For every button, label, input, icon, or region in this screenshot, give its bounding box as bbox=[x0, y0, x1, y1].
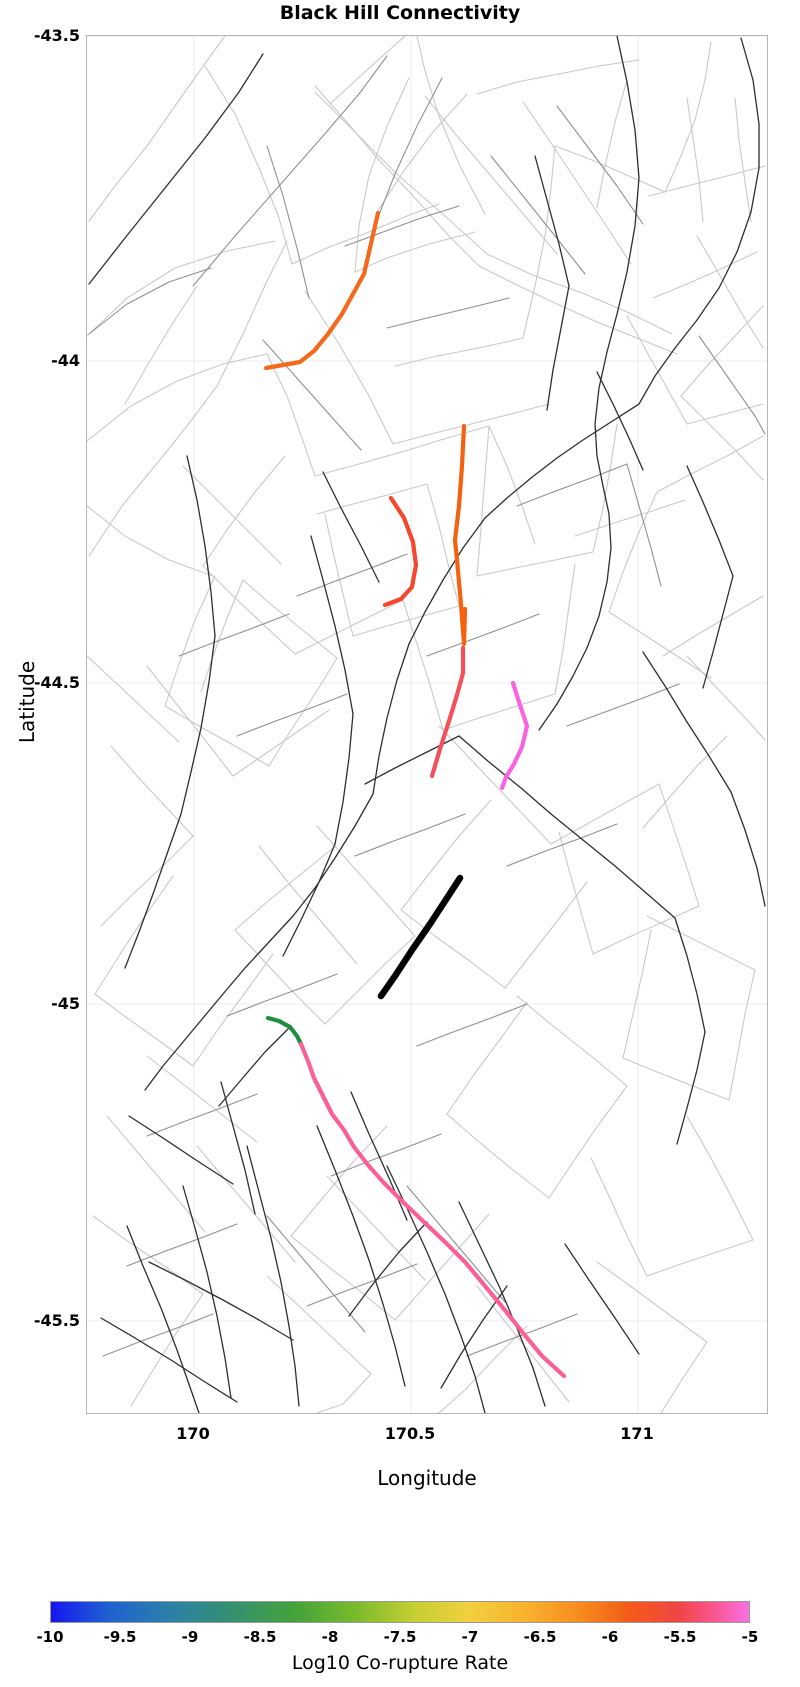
x-tick-label: 171 bbox=[620, 1424, 654, 1443]
y-tick-label: -44.5 bbox=[33, 673, 80, 692]
fault-orange-north bbox=[263, 210, 381, 371]
colorbar-tick-label: -8 bbox=[321, 1628, 339, 1646]
page-title: Black Hill Connectivity bbox=[279, 2, 521, 24]
map-plot-area[interactable] bbox=[86, 35, 768, 1414]
x-tick-label: 170.5 bbox=[384, 1424, 436, 1443]
colorbar-tick-label: -9.5 bbox=[103, 1628, 137, 1646]
x-axis-label: Longitude bbox=[377, 1466, 477, 1490]
colorbar-tick-label: -10 bbox=[36, 1628, 64, 1646]
colorbar-tick-label: -6.5 bbox=[523, 1628, 557, 1646]
colorbar-gradient-bar bbox=[50, 1601, 750, 1623]
fault-red-south bbox=[429, 645, 466, 779]
colorbar[interactable] bbox=[50, 1601, 750, 1623]
colorbar-tick-label: -5.5 bbox=[663, 1628, 697, 1646]
background-fault-network-dark bbox=[88, 36, 766, 1413]
fault-pink-long-south bbox=[298, 1041, 567, 1379]
y-tick-label: -45.5 bbox=[33, 1311, 80, 1330]
colorbar-tick-label: -6 bbox=[601, 1628, 619, 1646]
fault-red-curved bbox=[382, 495, 419, 608]
y-axis-label: Latitude bbox=[15, 660, 39, 744]
colorbar-tick-label: -7 bbox=[461, 1628, 479, 1646]
x-tick-label: 170 bbox=[176, 1424, 210, 1443]
colorbar-tick-label: -8.5 bbox=[243, 1628, 277, 1646]
background-fault-network-mid bbox=[88, 55, 766, 1357]
highlighted-faults[interactable] bbox=[263, 210, 567, 1379]
colorbar-tick-label: -7.5 bbox=[383, 1628, 417, 1646]
colorbar-tick-label: -5 bbox=[741, 1628, 759, 1646]
y-tick-label: -45 bbox=[51, 994, 80, 1013]
background-fault-network-light bbox=[87, 36, 766, 1413]
fault-map-svg bbox=[87, 36, 767, 1413]
grid-lines bbox=[87, 36, 767, 1413]
fault-magenta-east bbox=[499, 680, 530, 791]
fault-green-segment bbox=[265, 1015, 304, 1047]
fault-orange-central bbox=[452, 423, 468, 647]
source-fault-black-hill[interactable] bbox=[377, 874, 464, 1000]
y-tick-label: -44 bbox=[51, 351, 80, 370]
y-tick-group: -43.5 -44 -44.5 -45 -45.5 bbox=[0, 0, 80, 1687]
colorbar-axis-label: Log10 Co-rupture Rate bbox=[291, 1652, 509, 1674]
y-tick-label: -43.5 bbox=[33, 26, 80, 45]
colorbar-tick-label: -9 bbox=[181, 1628, 199, 1646]
